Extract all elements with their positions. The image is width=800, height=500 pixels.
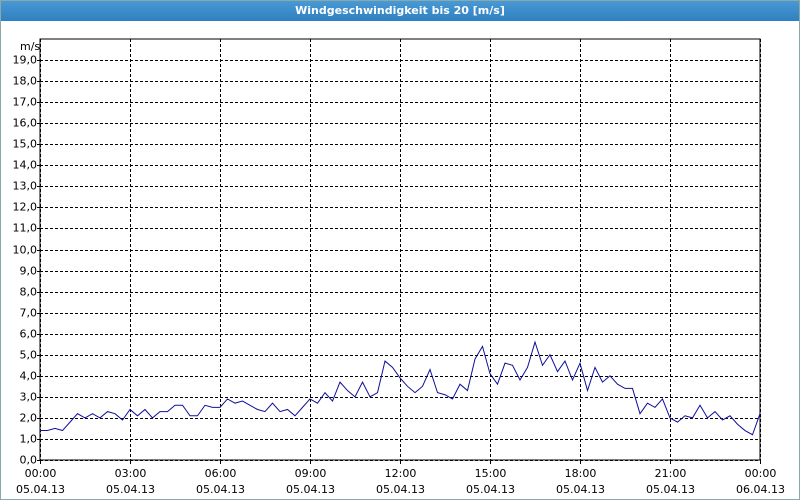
x-tick-label: 12:00 05.04.13 — [376, 467, 425, 496]
y-tick-label: 13,0 — [13, 180, 38, 193]
x-tick-label: 00:00 06.04.13 — [736, 467, 785, 496]
y-axis-label: m/s — [20, 40, 40, 53]
y-tick-label: 8,0 — [20, 286, 38, 299]
y-tick-label: 10,0 — [13, 244, 38, 257]
y-tick-label: 9,0 — [20, 265, 38, 278]
x-tick-label: 06:00 05.04.13 — [196, 467, 245, 496]
x-tick-label: 09:00 05.04.13 — [286, 467, 335, 496]
y-tick-label: 15,0 — [13, 138, 38, 151]
y-tick-label: 3,0 — [20, 391, 38, 404]
x-tick-label: 03:00 05.04.13 — [106, 467, 155, 496]
y-tick-label: 16,0 — [13, 117, 38, 130]
y-tick-label: 0,0 — [20, 454, 38, 467]
y-tick-label: 11,0 — [13, 222, 38, 235]
y-tick-label: 7,0 — [20, 307, 38, 320]
y-tick-label: 5,0 — [20, 349, 38, 362]
chart-title: Windgeschwindigkeit bis 20 [m/s] — [295, 4, 505, 17]
title-bar — [0, 0, 800, 21]
y-tick-label: 2,0 — [20, 412, 38, 425]
y-tick-label: 12,0 — [13, 201, 38, 214]
y-tick-label: 18,0 — [13, 75, 38, 88]
x-tick-label: 15:00 05.04.13 — [466, 467, 515, 496]
x-tick-label: 00:00 05.04.13 — [16, 467, 65, 496]
y-tick-label: 6,0 — [20, 328, 38, 341]
data-line — [40, 340, 761, 436]
y-tick-label: 1,0 — [20, 433, 38, 446]
x-tick-label: 18:00 05.04.13 — [556, 467, 605, 496]
y-tick-label: 19,0 — [13, 54, 38, 67]
x-tick-label: 21:00 05.04.13 — [646, 467, 695, 496]
y-tick-label: 4,0 — [20, 370, 38, 383]
y-tick-label: 17,0 — [13, 96, 38, 109]
y-tick-label: 14,0 — [13, 159, 38, 172]
